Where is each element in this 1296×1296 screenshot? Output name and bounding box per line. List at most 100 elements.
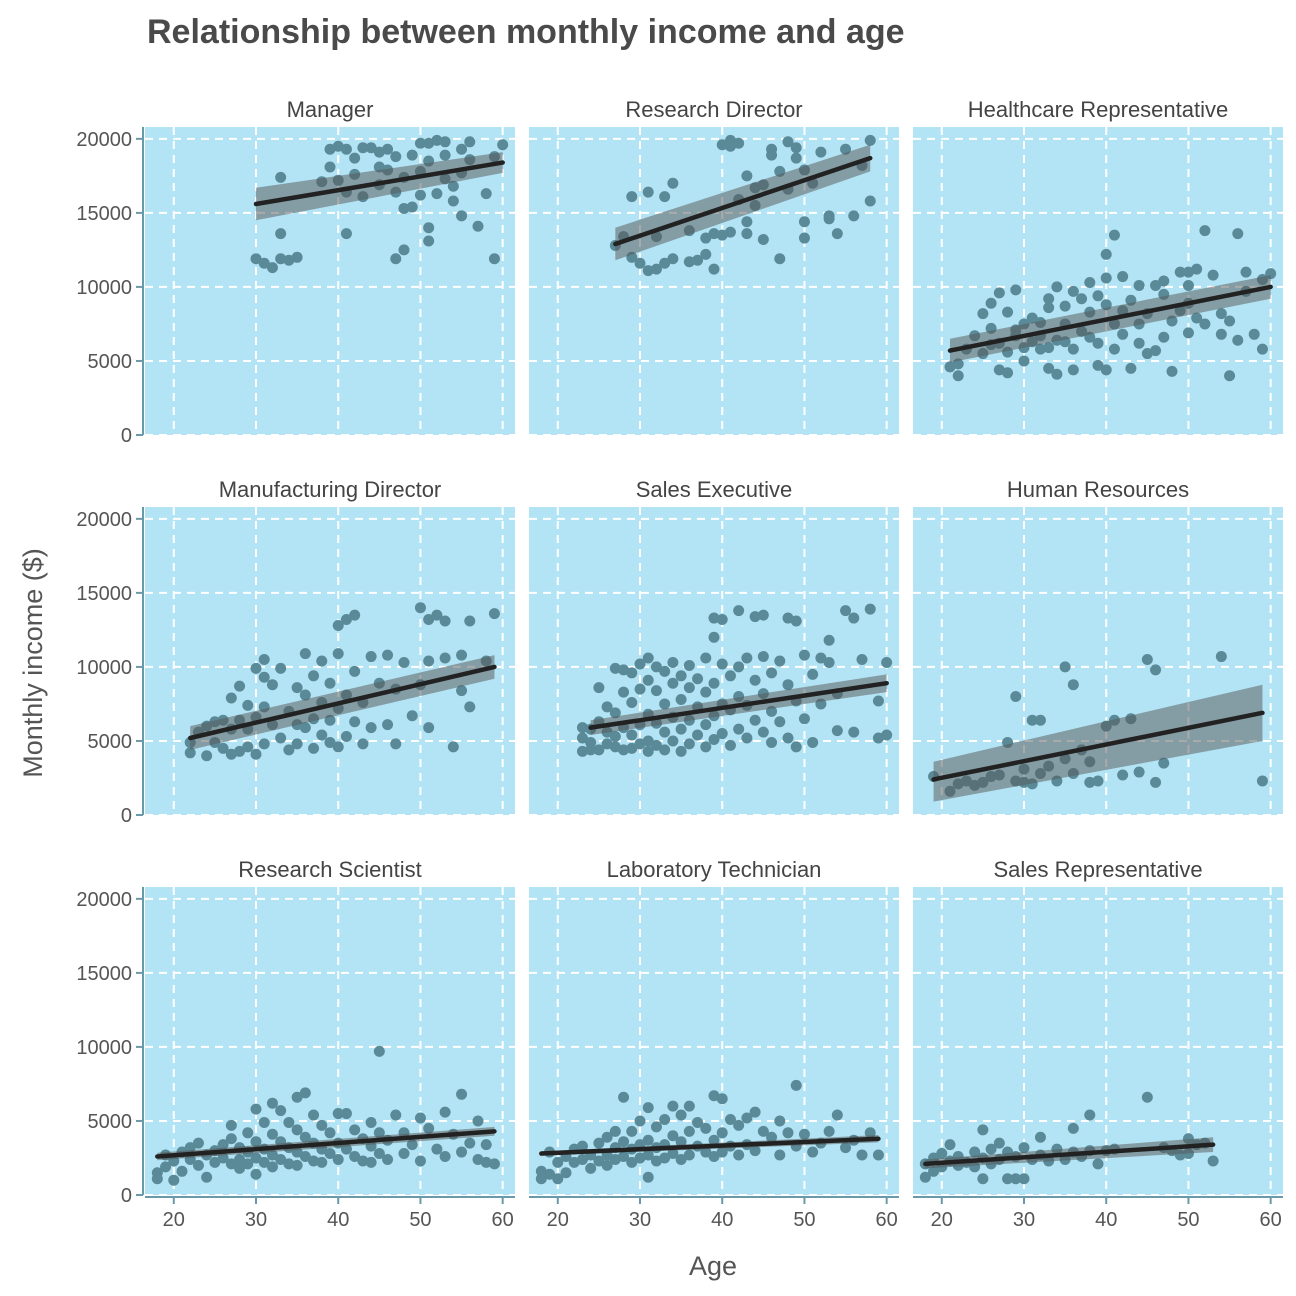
data-point: [316, 1156, 328, 1168]
x-tick-label: 40: [711, 1209, 733, 1231]
data-point: [683, 1149, 695, 1161]
data-point: [1010, 691, 1022, 703]
x-tick-label: 50: [1177, 1209, 1199, 1231]
data-point: [741, 652, 753, 664]
data-point: [1084, 276, 1096, 288]
data-point: [807, 736, 819, 748]
data-point: [733, 1119, 745, 1131]
data-point: [609, 707, 621, 719]
data-point: [1018, 1173, 1030, 1185]
fit-line: [613, 155, 873, 247]
data-point: [258, 1156, 270, 1168]
data-point: [324, 677, 336, 689]
data-point: [225, 1133, 237, 1145]
data-point: [757, 726, 769, 738]
data-point: [683, 738, 695, 750]
fit-line: [931, 710, 1265, 782]
x-tick-label: 60: [1260, 1209, 1282, 1231]
data-point: [1150, 664, 1162, 676]
data-point: [576, 1140, 588, 1152]
data-point: [1141, 1091, 1153, 1103]
data-point: [423, 1122, 435, 1134]
data-point: [872, 1149, 884, 1161]
data-point: [823, 1125, 835, 1137]
data-point: [316, 1119, 328, 1131]
data-point: [708, 631, 720, 643]
data-point: [790, 142, 802, 154]
data-point: [576, 1153, 588, 1165]
data-point: [724, 739, 736, 751]
data-point: [700, 232, 712, 244]
data-point: [823, 634, 835, 646]
data-point: [716, 658, 728, 670]
data-point: [349, 665, 361, 677]
data-point: [544, 1168, 556, 1180]
data-point: [497, 139, 509, 151]
data-point: [733, 723, 745, 735]
data-point: [1158, 331, 1170, 343]
data-point: [373, 1045, 385, 1057]
data-point: [1092, 290, 1104, 302]
data-point: [741, 228, 753, 240]
data-point: [1256, 343, 1268, 355]
data-point: [626, 1156, 638, 1168]
data-point: [618, 1151, 630, 1162]
data-point: [815, 652, 827, 664]
data-point: [840, 1142, 852, 1154]
data-point: [708, 228, 720, 240]
data-point: [266, 262, 278, 274]
data-point: [1051, 281, 1063, 293]
data-point: [952, 370, 964, 382]
data-point: [1232, 334, 1244, 346]
data-point: [217, 742, 229, 754]
data-point: [790, 741, 802, 753]
data-point: [716, 728, 728, 740]
data-point: [291, 738, 303, 750]
data-point: [609, 731, 621, 743]
data-point: [234, 1162, 246, 1174]
data-point: [299, 1151, 311, 1162]
data-point: [250, 1103, 262, 1115]
data-point: [650, 661, 662, 673]
data-point: [642, 745, 654, 757]
data-point: [667, 735, 679, 747]
data-point: [382, 143, 394, 155]
data-point: [308, 742, 320, 754]
data-point: [700, 741, 712, 753]
data-point: [332, 619, 344, 631]
data-point: [667, 1148, 679, 1160]
y-tick-label: 5000: [88, 731, 133, 753]
fit-line: [187, 664, 497, 741]
data-point: [1133, 279, 1145, 291]
data-point: [823, 213, 835, 225]
data-point: [291, 1091, 303, 1103]
facet-strip-label: Healthcare Representative: [968, 97, 1228, 122]
data-point: [683, 256, 695, 268]
data-point: [439, 652, 451, 664]
data-point: [1150, 345, 1162, 357]
data-point: [782, 1127, 794, 1139]
data-point: [642, 652, 654, 664]
data-point: [324, 1127, 336, 1139]
data-point: [1117, 271, 1129, 283]
data-point: [324, 161, 336, 173]
data-point: [757, 609, 769, 621]
data-point: [650, 739, 662, 751]
data-point: [316, 655, 328, 667]
data-point: [585, 1162, 597, 1174]
data-point: [716, 1146, 728, 1158]
data-point: [716, 139, 728, 151]
data-point: [234, 745, 246, 757]
data-point: [456, 649, 468, 661]
data-point: [700, 719, 712, 731]
data-point: [977, 308, 989, 320]
data-point: [741, 1112, 753, 1124]
data-point: [275, 171, 287, 183]
data-point: [1100, 364, 1112, 376]
data-point: [749, 714, 761, 726]
data-point: [576, 745, 588, 757]
data-point: [749, 674, 761, 686]
data-point: [1248, 328, 1260, 340]
data-point: [250, 748, 262, 760]
data-point: [1067, 1122, 1079, 1134]
